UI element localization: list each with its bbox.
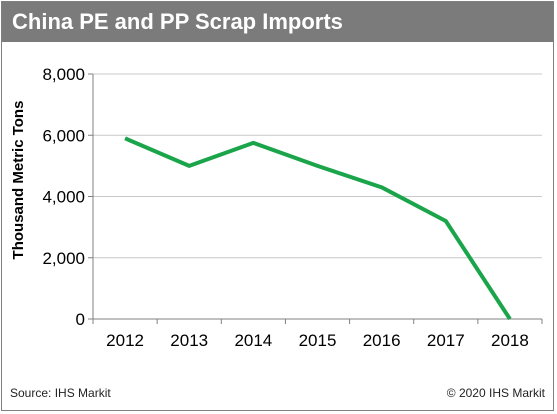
title-bar: China PE and PP Scrap Imports	[2, 2, 553, 42]
y-tick-label: 0	[76, 310, 85, 329]
x-tick-label: 2017	[427, 331, 465, 350]
series-line	[124, 136, 512, 321]
x-tick-label: 2018	[491, 331, 529, 350]
series-group	[124, 136, 512, 321]
x-tick-label: 2016	[363, 331, 401, 350]
gridlines	[93, 73, 542, 259]
source-note: Source: IHS Markit	[10, 386, 111, 400]
x-tick-labels: 2012 2013 2014 2015 2016 2017 2018	[106, 331, 529, 350]
y-tick-label: 4,000	[42, 188, 85, 207]
y-axis-label: Thousand Metric Tons	[10, 101, 27, 260]
y-tick-label: 2,000	[42, 249, 85, 268]
x-tick-label: 2014	[234, 331, 272, 350]
y-tick-labels: 0 2,000 4,000 6,000 8,000	[42, 65, 85, 329]
x-tick-label: 2015	[299, 331, 337, 350]
y-tick-label: 8,000	[42, 65, 85, 84]
x-tick-label: 2012	[106, 331, 144, 350]
x-tick-label: 2013	[170, 331, 208, 350]
y-tick-label: 6,000	[42, 126, 85, 145]
chart-title: China PE and PP Scrap Imports	[12, 9, 343, 34]
axes	[88, 73, 543, 324]
copyright-note: © 2020 IHS Markit	[446, 386, 545, 400]
